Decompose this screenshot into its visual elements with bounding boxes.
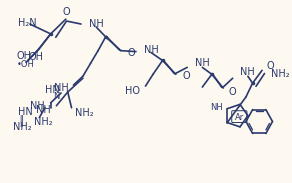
Text: NH: NH: [240, 67, 255, 77]
Text: NH: NH: [30, 101, 45, 111]
Text: N: N: [53, 92, 60, 101]
Text: NH: NH: [36, 105, 51, 115]
Text: OH: OH: [17, 51, 32, 61]
Text: OH: OH: [28, 52, 43, 61]
Text: NH: NH: [144, 45, 158, 55]
Text: NH₂: NH₂: [271, 69, 289, 79]
Text: ║: ║: [18, 114, 24, 126]
Text: HO: HO: [125, 86, 140, 96]
Text: NH₂: NH₂: [34, 117, 52, 126]
Text: NH: NH: [195, 58, 210, 68]
Text: HN: HN: [46, 85, 60, 95]
Text: O: O: [182, 71, 190, 81]
Text: HN: HN: [18, 107, 33, 117]
Text: NH₂: NH₂: [75, 108, 94, 118]
Text: O: O: [229, 87, 237, 97]
Text: •OH: •OH: [17, 60, 34, 69]
Text: NH: NH: [211, 103, 223, 112]
Text: O: O: [128, 48, 135, 58]
Text: Ar: Ar: [235, 113, 244, 122]
Text: O: O: [62, 7, 70, 17]
Text: H₂N: H₂N: [18, 18, 37, 28]
Text: NH₂: NH₂: [13, 122, 31, 132]
Text: O: O: [267, 61, 274, 71]
Text: NH: NH: [54, 83, 69, 93]
Text: NH: NH: [88, 19, 103, 29]
